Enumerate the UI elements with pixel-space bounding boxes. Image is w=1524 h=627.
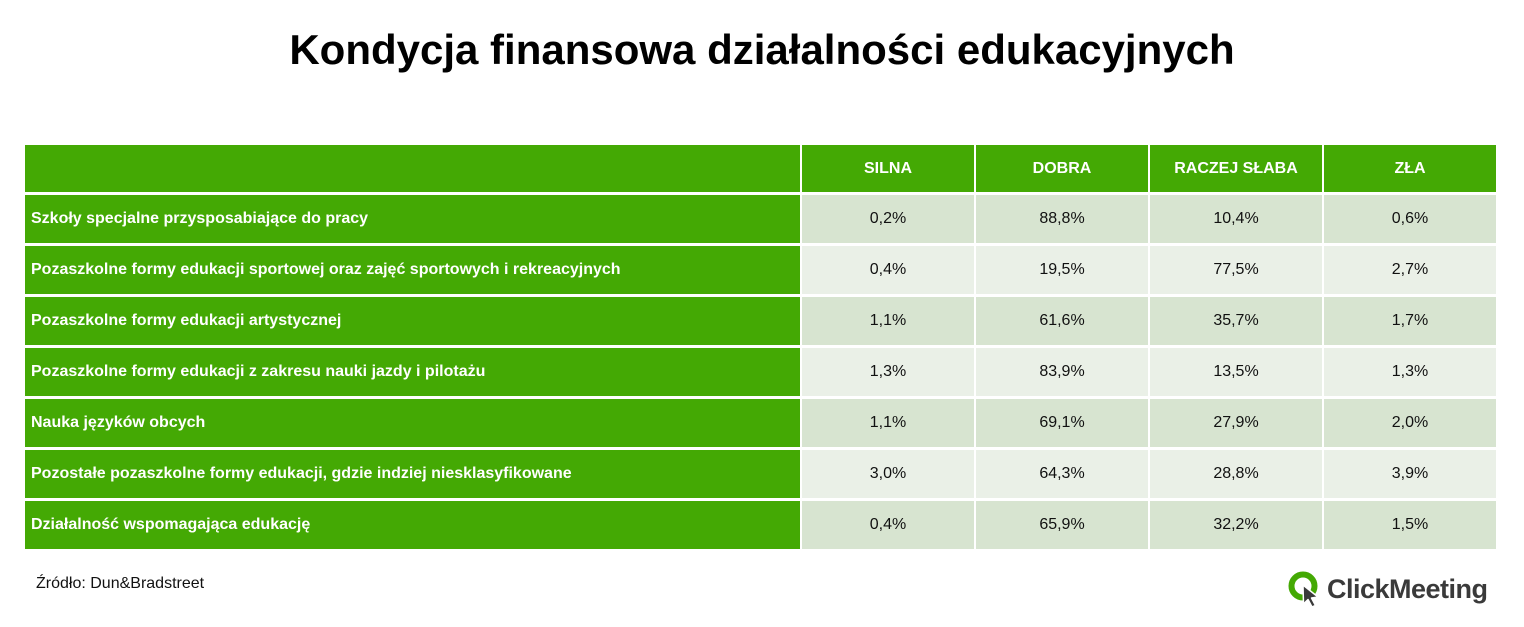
- table-row: Pozostałe pozaszkolne formy edukacji, gd…: [25, 450, 1496, 498]
- page-title: Kondycja finansowa działalności edukacyj…: [289, 26, 1235, 73]
- data-table: SILNA DOBRA RACZEJ SŁABA ZŁA Szkoły spec…: [23, 142, 1498, 552]
- cell-value: 61,6%: [976, 297, 1148, 345]
- row-label: Pozaszkolne formy edukacji sportowej ora…: [25, 246, 800, 294]
- cell-value: 19,5%: [976, 246, 1148, 294]
- table-row: Pozaszkolne formy edukacji z zakresu nau…: [25, 348, 1496, 396]
- cell-value: 10,4%: [1150, 195, 1322, 243]
- table-row: Działalność wspomagająca edukację 0,4% 6…: [25, 501, 1496, 549]
- cell-value: 64,3%: [976, 450, 1148, 498]
- column-header: ZŁA: [1324, 145, 1496, 192]
- cell-value: 27,9%: [1150, 399, 1322, 447]
- cell-value: 0,4%: [802, 501, 974, 549]
- cell-value: 1,7%: [1324, 297, 1496, 345]
- table-row: Nauka języków obcych 1,1% 69,1% 27,9% 2,…: [25, 399, 1496, 447]
- row-label: Pozaszkolne formy edukacji artystycznej: [25, 297, 800, 345]
- cell-value: 69,1%: [976, 399, 1148, 447]
- table-row: Szkoły specjalne przysposabiające do pra…: [25, 195, 1496, 243]
- cell-value: 2,7%: [1324, 246, 1496, 294]
- cell-value: 2,0%: [1324, 399, 1496, 447]
- cell-value: 83,9%: [976, 348, 1148, 396]
- cell-value: 28,8%: [1150, 450, 1322, 498]
- logo-wordmark: ClickMeeting: [1327, 573, 1488, 604]
- cell-value: 1,3%: [1324, 348, 1496, 396]
- row-label: Pozostałe pozaszkolne formy edukacji, gd…: [25, 450, 800, 498]
- cell-value: 1,3%: [802, 348, 974, 396]
- cell-value: 3,9%: [1324, 450, 1496, 498]
- clickmeeting-logo: ClickMeeting: [1287, 569, 1488, 609]
- cell-value: 32,2%: [1150, 501, 1322, 549]
- cell-value: 77,5%: [1150, 246, 1322, 294]
- column-header: SILNA: [802, 145, 974, 192]
- cell-value: 88,8%: [976, 195, 1148, 243]
- row-label: Nauka języków obcych: [25, 399, 800, 447]
- cell-value: 13,5%: [1150, 348, 1322, 396]
- row-label: Pozaszkolne formy edukacji z zakresu nau…: [25, 348, 800, 396]
- header-corner-cell: [25, 145, 800, 192]
- cell-value: 0,4%: [802, 246, 974, 294]
- column-header: RACZEJ SŁABA: [1150, 145, 1322, 192]
- cell-value: 0,2%: [802, 195, 974, 243]
- row-label: Szkoły specjalne przysposabiające do pra…: [25, 195, 800, 243]
- table-row: Pozaszkolne formy edukacji sportowej ora…: [25, 246, 1496, 294]
- cell-value: 3,0%: [802, 450, 974, 498]
- table-row: Pozaszkolne formy edukacji artystycznej …: [25, 297, 1496, 345]
- row-label: Działalność wspomagająca edukację: [25, 501, 800, 549]
- cell-value: 65,9%: [976, 501, 1148, 549]
- cell-value: 1,1%: [802, 297, 974, 345]
- table-header-row: SILNA DOBRA RACZEJ SŁABA ZŁA: [25, 145, 1496, 192]
- cell-value: 1,5%: [1324, 501, 1496, 549]
- clickmeeting-logo-icon: [1287, 570, 1323, 608]
- column-header: DOBRA: [976, 145, 1148, 192]
- cell-value: 35,7%: [1150, 297, 1322, 345]
- cell-value: 0,6%: [1324, 195, 1496, 243]
- cell-value: 1,1%: [802, 399, 974, 447]
- source-note: Źródło: Dun&Bradstreet: [36, 575, 205, 592]
